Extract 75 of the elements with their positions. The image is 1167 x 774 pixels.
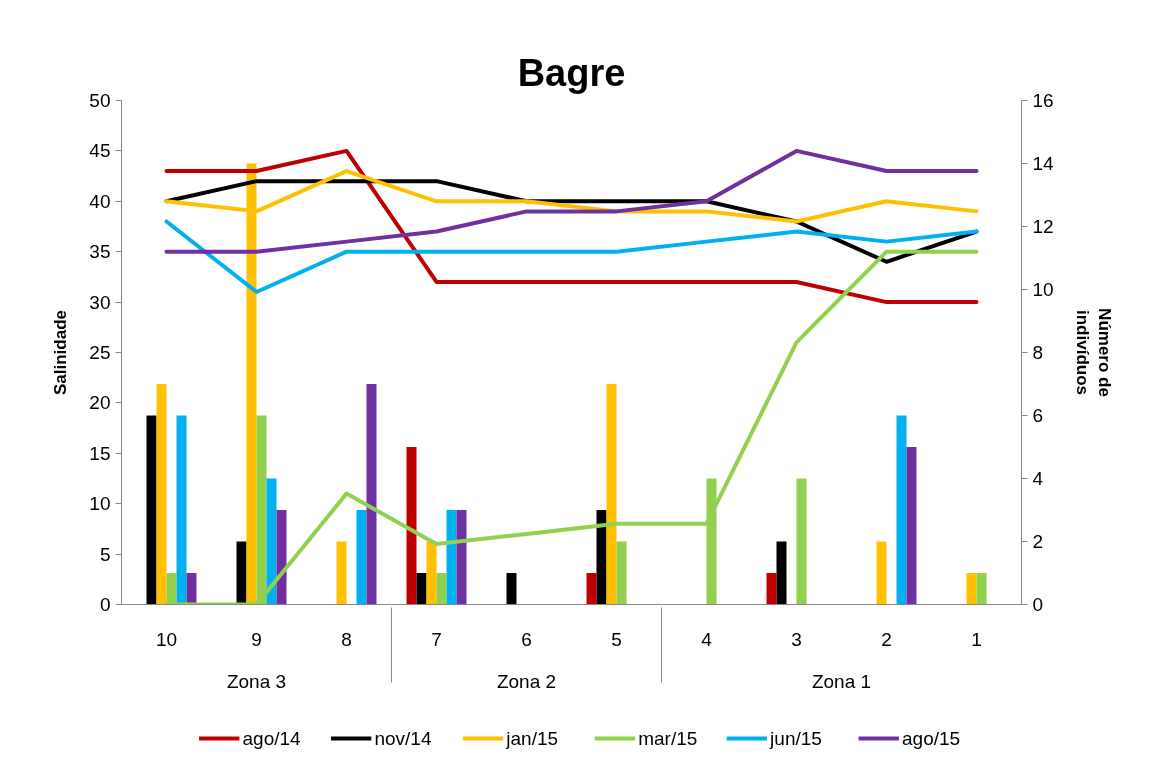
bar [366,384,377,605]
bar [596,510,607,605]
bar [356,510,367,605]
bar [276,510,287,605]
x-tick-label: 4 [701,628,713,650]
bar [966,573,977,605]
x-tick-label: 5 [611,628,622,650]
bar [896,415,907,605]
y-tick-label: 35 [89,241,111,263]
y-tick-label: 5 [99,543,111,565]
line-series [164,249,979,605]
y-tick-label: 45 [89,140,111,162]
bar [766,573,777,605]
y-tick-label: 30 [89,291,111,313]
x-tick-label: 10 [155,628,178,650]
legend-label: ago/14 [242,728,302,749]
bar [906,447,917,605]
bar [436,573,447,605]
x-tick-label: 3 [791,628,802,650]
text: Zona 2 [496,670,557,692]
y2-tick-label: 12 [1032,216,1054,237]
x-tick-label: 6 [521,628,532,650]
bar [186,573,197,605]
x-tick-label: 7 [431,628,442,650]
y-tick-label: 50 [89,90,111,111]
bar [456,510,467,605]
bar [416,573,427,605]
bar [796,478,807,605]
bar [266,478,277,605]
bar [606,384,617,605]
legend-label: nov/14 [374,728,432,749]
y-tick-label: 15 [89,442,111,464]
y2-tick-label: 16 [1032,90,1054,111]
line-series [164,148,979,305]
bar [336,541,347,605]
line-series [164,148,979,254]
y2-axis-title: Número de indivíduos [1072,308,1115,397]
y2-tick-label: 10 [1032,279,1054,300]
legend-label: jan/15 [505,728,559,749]
y-tick-label: 0 [99,594,111,615]
y-tick-label: 25 [89,342,111,363]
line-series [164,219,979,295]
bar [876,541,887,605]
y-tick-label: 20 [89,392,111,414]
bar [156,384,167,605]
x-tick-label: 9 [251,628,262,650]
y2-tick-label: 6 [1032,405,1044,426]
chart-title: Bagre [517,51,626,94]
bar [586,573,597,605]
bar [776,541,787,605]
x-tick-label: 8 [341,628,352,650]
text: Zona 1 [811,670,872,692]
text: Zona 3 [226,670,287,692]
bar [236,541,247,605]
bar [506,573,517,605]
bar [976,573,987,605]
y2-tick-label: 2 [1032,531,1044,552]
bar [426,541,437,605]
bar [446,510,457,605]
y2-tick-label: 0 [1032,594,1044,615]
legend-label: ago/15 [902,728,961,749]
bar [616,541,627,605]
bar [146,415,157,605]
y2-tick-label: 14 [1032,153,1055,174]
x-tick-label: 1 [971,628,982,650]
y2-tick-label: 4 [1032,468,1044,489]
legend-label: mar/15 [638,728,698,749]
y-axis-title: Salinidade [51,309,71,396]
x-tick-label: 2 [881,628,892,650]
legend-label: jun/15 [769,728,822,749]
y-tick-label: 10 [89,493,111,515]
bar [176,415,187,605]
y2-tick-label: 8 [1032,342,1044,363]
y-tick-label: 40 [89,190,111,212]
bar [406,447,417,605]
